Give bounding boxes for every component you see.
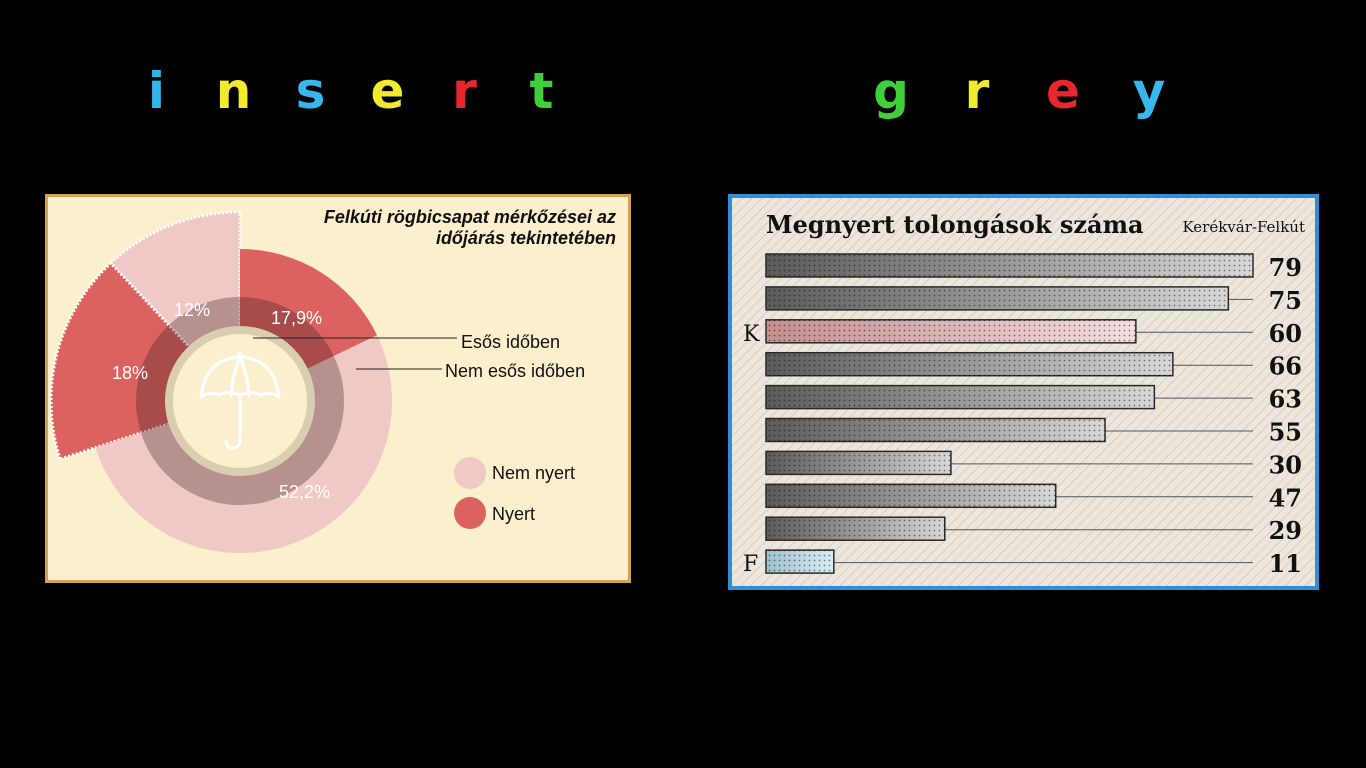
bar-value-label: 11 (1269, 549, 1302, 578)
label-nem-esos-nem-nyert: 52,2% (279, 482, 331, 502)
bar-texture (766, 352, 1173, 376)
scrum-bar-panel: Megnyert tolongások száma Kerékvár-Felkú… (728, 194, 1319, 590)
bar-texture (766, 254, 1253, 277)
bar-value-label: 60 (1269, 319, 1302, 348)
bar-texture (766, 286, 1229, 310)
inner-ring (136, 297, 344, 505)
bar-value-label: 55 (1269, 418, 1302, 447)
bar-texture (766, 517, 945, 541)
donut-chart-title: Felkúti rögbicsapat mérkőzései az időjár… (323, 207, 616, 248)
label-nem-esos-nyert: 17,9% (271, 308, 323, 328)
grey-letter-y: y (1132, 62, 1166, 120)
bar-value-label: 66 (1269, 352, 1302, 381)
label-esos-nyert: 18% (112, 363, 149, 383)
umbrella-icon (199, 351, 281, 450)
bar-chart-title: Megnyert tolongások száma (766, 210, 1144, 239)
bar-value-label: 47 (1269, 483, 1302, 512)
legend-label-nem-nyert: Nem nyert (492, 463, 576, 483)
slice-esos-nyert (49, 261, 195, 461)
bar-texture (766, 451, 951, 475)
grey-letter-e: e (1046, 62, 1080, 120)
insert-letter-e: e (370, 62, 405, 120)
bar-texture (766, 385, 1155, 409)
grey-letter-g: g (873, 62, 909, 120)
insert-letter-i: i (147, 62, 166, 120)
legend-label-nyert: Nyert (492, 504, 536, 524)
bar-value-label: 29 (1269, 516, 1302, 545)
label-esos-nem-nyert: 12% (174, 300, 211, 320)
bar-side-label: F (743, 552, 758, 577)
bar-value-label: 75 (1269, 286, 1302, 315)
bar-value-label: 30 (1269, 450, 1302, 479)
donut-chart (49, 210, 486, 553)
grey-letter-r: r (964, 62, 990, 120)
group-label-esos: Esős időben (461, 332, 561, 352)
bar-chart: 79 75 60 K 66 63 55 30 47 29 11 F (743, 253, 1302, 578)
bar-texture (766, 418, 1106, 442)
bar-texture (766, 550, 834, 574)
weather-donut-panel: Felkúti rögbicsapat mérkőzései az időjár… (45, 194, 631, 583)
insert-letter-s: s (295, 62, 326, 120)
bar-value-label: 79 (1269, 253, 1302, 282)
insert-letter-r: r (452, 62, 477, 120)
slice-nem-esos-nyert (240, 249, 378, 371)
slice-nem-esos-nem-nyert (95, 335, 392, 553)
legend-swatch-nem-nyert (454, 457, 486, 489)
bar-texture (766, 484, 1056, 508)
insert-letter-t: t (529, 62, 554, 120)
bar-value-label: 63 (1269, 385, 1302, 414)
bar-chart-subtitle: Kerékvár-Felkút (1182, 218, 1305, 236)
legend-swatch-nyert (454, 497, 486, 529)
bar-texture (766, 319, 1136, 343)
group-label-nem-esos: Nem esős időben (445, 361, 586, 381)
insert-letter-n: n (215, 62, 252, 120)
bar-side-label: K (743, 322, 760, 347)
